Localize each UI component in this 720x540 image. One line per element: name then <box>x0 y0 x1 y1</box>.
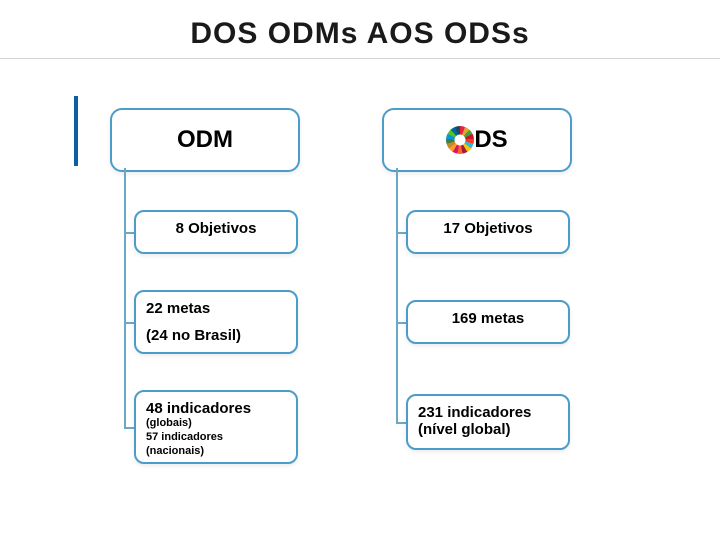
odm-child-text: (24 no Brasil) <box>146 327 286 344</box>
odm-child-text: 8 Objetivos <box>146 220 286 237</box>
odm-child-text: 48 indicadores <box>146 400 286 417</box>
left-accent-bar <box>74 96 78 166</box>
odm-trunk <box>124 168 126 427</box>
ods-trunk <box>396 168 398 422</box>
odm-child-text: 57 indicadores <box>146 431 286 443</box>
ods-child-box: 169 metas <box>406 300 570 344</box>
title-underline <box>0 58 720 59</box>
odm-child-box: 22 metas (24 no Brasil) <box>134 290 298 354</box>
ods-head-label: DS <box>474 126 507 154</box>
page-title: DOS ODMs AOS ODSs <box>0 6 720 62</box>
odm-child-box: 48 indicadores(globais) 57 indicadores (na… <box>134 390 298 464</box>
odm-child-text: 22 metas <box>146 300 286 317</box>
odm-head-label: ODM <box>177 126 233 154</box>
sdg-wheel-icon <box>446 126 474 154</box>
odm-child-text: (globais) <box>146 417 286 429</box>
ods-child-text: 231 indicadores <box>418 404 558 421</box>
ods-child-box: 231 indicadores(nível global) <box>406 394 570 450</box>
odm-child-text: (nacionais) <box>146 445 286 457</box>
odm-head-box: ODM <box>110 108 300 172</box>
ods-child-box: 17 Objetivos <box>406 210 570 254</box>
ods-child-text: (nível global) <box>418 421 558 438</box>
odm-child-box: 8 Objetivos <box>134 210 298 254</box>
ods-head-box: DS <box>382 108 572 172</box>
ods-child-text: 169 metas <box>418 310 558 327</box>
ods-child-text: 17 Objetivos <box>418 220 558 237</box>
